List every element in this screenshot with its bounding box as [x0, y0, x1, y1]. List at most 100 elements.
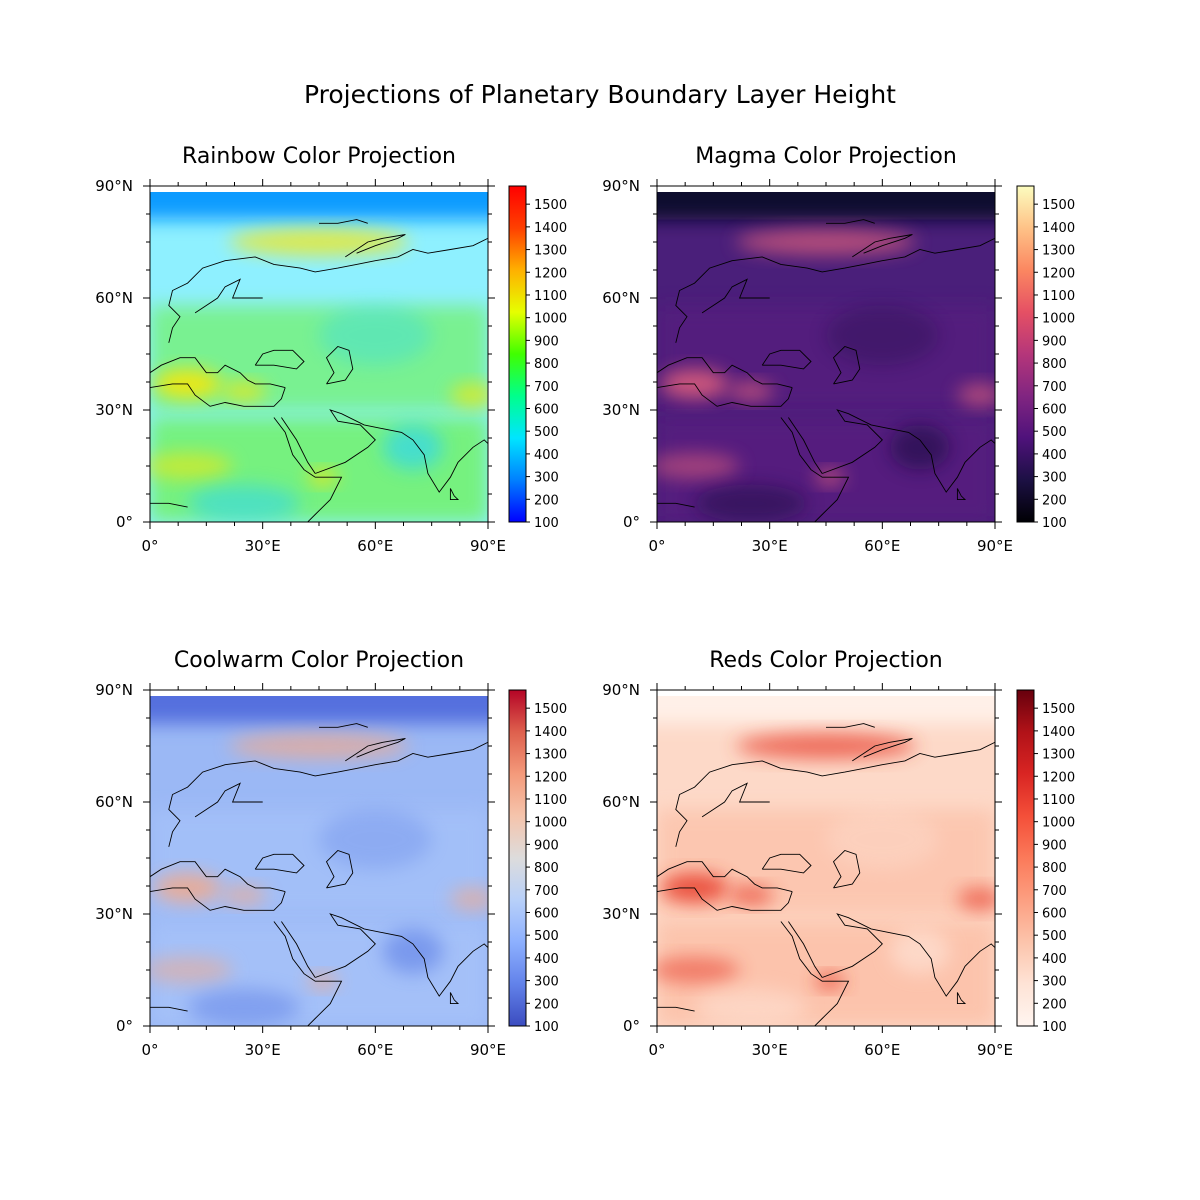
field-feature [826, 809, 939, 870]
x-tick-label: 60°E [357, 1041, 393, 1059]
colorbar-tick-label: 1400 [1042, 221, 1075, 236]
x-tick-label: 90°E [977, 537, 1013, 555]
colorbar-tick-label: 1400 [534, 725, 567, 740]
colorbar-tick-label: 600 [1042, 402, 1067, 417]
colorbar-tick-label: 1400 [1042, 725, 1075, 740]
field-top-strip [150, 690, 488, 696]
coastline [315, 913, 488, 997]
x-tick-label: 90°E [977, 1041, 1013, 1059]
pblh-field [657, 186, 995, 522]
coastline [956, 488, 967, 501]
y-tick-label: 0° [116, 513, 133, 531]
colorbar-tick-label: 1100 [1042, 289, 1075, 304]
coastline [194, 782, 263, 818]
coastlines [657, 219, 995, 522]
y-tick-label: 30°N [602, 401, 640, 419]
field-feature [735, 228, 917, 256]
field-feature [187, 484, 301, 522]
coastline [273, 921, 343, 1026]
coastline [675, 741, 995, 847]
colorbar: 100 200 300 400 500 600 700 800 900 1000 1100 1200 1… [1016, 689, 1075, 1035]
coastline [657, 502, 695, 508]
panel-title: Reds Color Projection [709, 648, 942, 673]
coastline [254, 349, 305, 370]
coastline [956, 992, 967, 1005]
colorbar-tick-label: 1000 [534, 816, 567, 831]
y-tick-label: 90°N [602, 177, 640, 195]
coastline [168, 741, 488, 847]
colorbar-tick-label: 100 [1042, 516, 1067, 531]
field-feature [187, 988, 301, 1026]
colorbar-tick-label: 1500 [1042, 702, 1075, 717]
colorbar-tick-label: 500 [1042, 425, 1067, 440]
colorbar-tick-label: 200 [1042, 997, 1067, 1012]
x-tick-label: 90°E [470, 537, 506, 555]
colorbar-tick-label: 500 [534, 425, 559, 440]
y-tick-label: 0° [116, 1017, 133, 1035]
panel-title: Coolwarm Color Projection [174, 648, 464, 673]
coastline [822, 913, 995, 997]
figure-title: Projections of Planetary Boundary Layer … [304, 80, 896, 109]
colorbar-tick-label: 100 [1042, 1020, 1067, 1035]
field-feature [657, 452, 740, 480]
colorbar-tick-label: 1300 [534, 244, 567, 259]
map-axes: 0° 30°E 60°E 90°E 0° 30°N 60°N 90°N [602, 177, 1013, 555]
colorbar-tick-label: 600 [534, 402, 559, 417]
colorbar-tick-label: 700 [1042, 884, 1067, 899]
field-feature [221, 886, 267, 905]
field-feature [735, 732, 917, 760]
coastline [761, 349, 812, 370]
coastline [449, 992, 460, 1005]
colorbar-tick-label: 700 [534, 380, 559, 395]
field-feature [957, 383, 995, 407]
y-tick-label: 30°N [602, 905, 640, 923]
coastline [657, 887, 793, 911]
colorbar: 100 200 300 400 500 600 700 800 900 1000 1100 1200 1… [508, 185, 567, 531]
coastline [852, 234, 913, 258]
colorbar-tick-label: 1200 [534, 266, 567, 281]
field-feature [889, 928, 950, 974]
colorbar-tick-label: 1300 [1042, 748, 1075, 763]
field-feature [694, 988, 808, 1026]
colorbar-tick-label: 1300 [1042, 244, 1075, 259]
y-tick-label: 60°N [95, 793, 133, 811]
colorbar-tick-label: 300 [1042, 975, 1067, 990]
coastline [701, 278, 770, 314]
coastline [822, 409, 995, 493]
colorbar-tick-label: 1100 [1042, 793, 1075, 808]
x-tick-label: 60°E [357, 537, 393, 555]
coastline [281, 921, 316, 978]
x-tick-label: 0° [141, 537, 158, 555]
field-feature [382, 928, 443, 974]
colorbar-tick-label: 1100 [534, 793, 567, 808]
coastline [319, 219, 368, 224]
panel-title: Rainbow Color Projection [182, 144, 456, 169]
coastline [325, 345, 354, 385]
colorbar-tick-label: 900 [534, 334, 559, 349]
coastline [325, 849, 354, 889]
field-top-strip [150, 186, 488, 192]
coastline [150, 357, 286, 389]
panel-title: Magma Color Projection [695, 144, 957, 169]
colorbar-gradient [508, 185, 527, 523]
y-tick-label: 60°N [602, 289, 640, 307]
field-feature [889, 424, 950, 470]
map-panel-magma: Magma Color Projection 0° 30°E 60°E 90°E 0° 30… [602, 144, 1075, 555]
field-polar-band [657, 186, 995, 220]
colorbar-tick-label: 300 [534, 471, 559, 486]
field-feature [150, 452, 233, 480]
coastline [150, 1006, 188, 1012]
x-tick-label: 0° [648, 537, 665, 555]
colorbar-tick-label: 800 [1042, 861, 1067, 876]
colorbar-tick-label: 300 [1042, 471, 1067, 486]
coastline [168, 237, 488, 343]
coastline [657, 1006, 695, 1012]
colorbar-tick-label: 400 [534, 448, 559, 463]
coastlines [150, 219, 488, 522]
colorbar: 100 200 300 400 500 600 700 800 900 1000 1100 1200 1… [508, 689, 567, 1035]
colorbar-tick-label: 1400 [534, 221, 567, 236]
colorbar-tick-label: 900 [534, 838, 559, 853]
pblh-field [150, 186, 488, 522]
field-feature [221, 382, 267, 401]
